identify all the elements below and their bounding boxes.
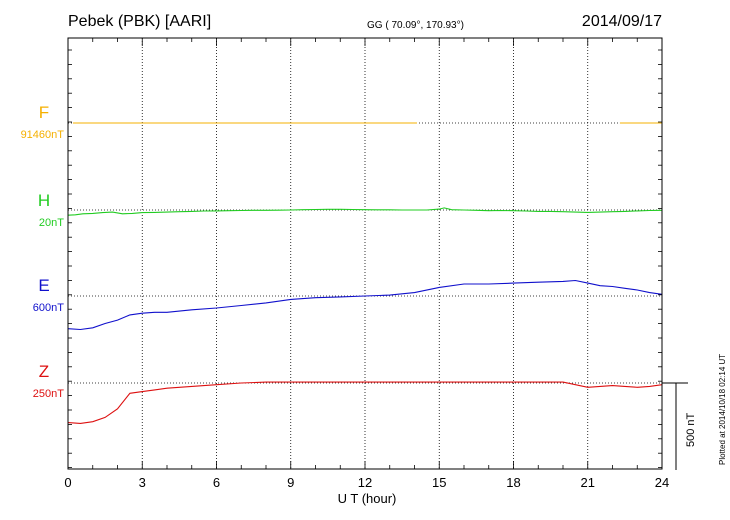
component-name-e: E	[38, 276, 49, 295]
component-labels: F 91460nT H 20nT E 600nT Z 250nT	[21, 103, 65, 400]
component-name-h: H	[38, 191, 50, 210]
component-baseline-h: 20nT	[39, 217, 64, 229]
component-baseline-e: 600nT	[33, 302, 64, 314]
station-coordinates: GG ( 70.09°, 170.93°)	[367, 20, 464, 31]
component-name-z: Z	[39, 362, 49, 381]
x-tick-label: 24	[655, 475, 669, 490]
component-baseline-z: 250nT	[33, 388, 64, 400]
x-tick-label: 6	[213, 475, 220, 490]
component-baseline-f: 91460nT	[21, 129, 65, 141]
station-title: Pebek (PBK) [AARI]	[68, 13, 211, 30]
x-tick-label: 21	[581, 475, 595, 490]
plotted-at-note: Plotted at 2014/10/18 02:14 UT	[718, 354, 727, 465]
x-tick-label: 18	[506, 475, 520, 490]
scale-bar: 500 nT	[662, 382, 697, 470]
series-line-h	[67, 207, 663, 216]
component-name-f: F	[39, 103, 49, 122]
scale-bar-label: 500 nT	[685, 412, 697, 447]
series-line-e	[67, 279, 663, 331]
x-tick-label: 9	[287, 475, 294, 490]
gridlines	[68, 38, 662, 469]
series-line-z	[67, 381, 663, 424]
x-tick-label: 3	[139, 475, 146, 490]
x-tick-label: 15	[432, 475, 446, 490]
series-lines	[67, 122, 663, 424]
plot-date: 2014/09/17	[582, 13, 662, 30]
x-tick-label: 12	[358, 475, 372, 490]
x-tick-label: 0	[64, 475, 71, 490]
axis-ticks: 0 3 6 9 12 15 18 21 24	[64, 38, 669, 490]
x-axis-label: U T (hour)	[338, 491, 397, 506]
